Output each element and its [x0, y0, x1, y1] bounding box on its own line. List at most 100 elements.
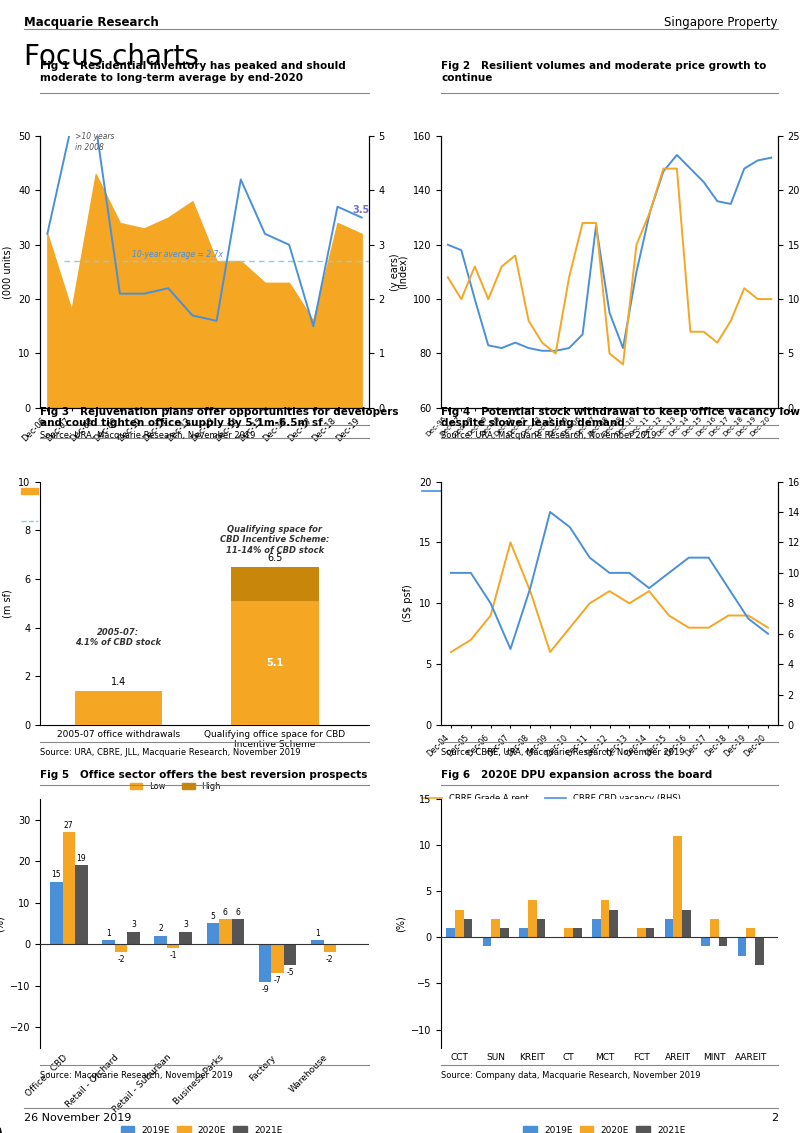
Text: Fig 2   Resilient volumes and moderate price growth to
continue: Fig 2 Resilient volumes and moderate pri… — [441, 61, 767, 83]
Bar — [610, 910, 618, 937]
Bar — [464, 919, 472, 937]
Text: 19: 19 — [76, 854, 86, 862]
Y-axis label: (%): (%) — [395, 915, 406, 931]
Bar — [219, 919, 232, 944]
Bar — [519, 928, 528, 937]
Text: 27: 27 — [64, 820, 74, 829]
Bar — [573, 928, 581, 937]
Bar — [232, 919, 244, 944]
Text: 1: 1 — [106, 929, 111, 937]
Text: 15: 15 — [51, 870, 61, 879]
Text: 2005-07:
4.1% of CBD stock: 2005-07: 4.1% of CBD stock — [75, 628, 161, 647]
Bar — [528, 901, 537, 937]
Text: Fig 5   Office sector offers the best reversion prospects: Fig 5 Office sector offers the best reve… — [40, 769, 367, 780]
Bar — [446, 928, 455, 937]
Text: 3: 3 — [184, 920, 188, 929]
Bar — [683, 910, 691, 937]
Bar — [63, 832, 75, 944]
Text: 10-year average = 2.7x: 10-year average = 2.7x — [132, 249, 223, 258]
Text: 6.5: 6.5 — [267, 553, 282, 563]
Text: Singapore Property: Singapore Property — [664, 16, 778, 29]
Y-axis label: (m sf): (m sf) — [2, 589, 13, 617]
Text: -5: -5 — [286, 968, 294, 977]
Bar — [323, 944, 336, 953]
Bar — [710, 919, 719, 937]
Bar — [646, 928, 654, 937]
Text: >10 years
in 2008: >10 years in 2008 — [75, 133, 115, 152]
Text: Macquarie Research: Macquarie Research — [24, 16, 159, 29]
Y-axis label: (%): (%) — [0, 915, 4, 931]
Text: Source: URA, Macquarie Research, November 2019: Source: URA, Macquarie Research, Novembe… — [40, 431, 256, 440]
Bar — [207, 923, 219, 944]
Bar — [271, 944, 284, 973]
Bar — [500, 928, 508, 937]
Bar — [50, 881, 63, 944]
Text: -9: -9 — [261, 985, 269, 994]
Text: Source: URA, Macquarie Research, November 2019: Source: URA, Macquarie Research, Novembe… — [441, 431, 657, 440]
Y-axis label: (y ears): (y ears) — [391, 253, 400, 291]
Text: 6: 6 — [223, 908, 228, 917]
Text: -7: -7 — [273, 977, 282, 986]
Bar — [128, 931, 140, 944]
Legend: Low, High: Low, High — [127, 778, 224, 794]
Legend: 2019E, 2020E, 2021E: 2019E, 2020E, 2021E — [520, 1122, 689, 1133]
Bar — [180, 931, 192, 944]
Text: 1.4: 1.4 — [111, 678, 126, 688]
Y-axis label: (S$ psf): (S$ psf) — [403, 585, 414, 622]
Y-axis label: (000 units): (000 units) — [2, 245, 13, 299]
Text: 1: 1 — [315, 929, 320, 937]
Bar — [115, 944, 128, 953]
Bar — [102, 940, 115, 944]
Bar — [755, 937, 764, 965]
Bar — [483, 937, 492, 946]
Bar — [259, 944, 271, 981]
Legend: CBRE Grade A rent, CBRE CBD vacancy (RHS): CBRE Grade A rent, CBRE CBD vacancy (RHS… — [419, 791, 684, 807]
Text: 6: 6 — [236, 908, 241, 917]
Bar — [665, 919, 674, 937]
Bar — [592, 919, 601, 937]
Text: Source: CBRE, URA, Macquarie Research, November 2019: Source: CBRE, URA, Macquarie Research, N… — [441, 748, 685, 757]
Text: -1: -1 — [169, 952, 177, 961]
Text: 5: 5 — [210, 912, 215, 921]
Text: 2: 2 — [158, 925, 163, 934]
Text: 2: 2 — [771, 1114, 778, 1123]
Text: Qualifying space for
CBD Incentive Scheme:
11-14% of CBD stock: Qualifying space for CBD Incentive Schem… — [221, 525, 330, 555]
Legend: Unsold units, Inventory to sales (RHS ): Unsold units, Inventory to sales (RHS ) — [18, 483, 237, 499]
Text: Fig 6   2020E DPU expansion across the board: Fig 6 2020E DPU expansion across the boa… — [441, 769, 712, 780]
Bar — [455, 910, 464, 937]
Text: 5.1: 5.1 — [266, 658, 284, 668]
Legend: 2019E, 2020E, 2021E: 2019E, 2020E, 2021E — [117, 1122, 286, 1133]
Bar — [601, 901, 610, 937]
Bar — [719, 937, 727, 946]
Bar — [75, 691, 162, 725]
Text: Focus charts: Focus charts — [24, 43, 199, 70]
Bar — [284, 944, 297, 965]
Bar — [746, 928, 755, 937]
Text: -2: -2 — [117, 955, 125, 964]
Text: Fig 1   Residential inventory has peaked and should
moderate to long-term averag: Fig 1 Residential inventory has peaked a… — [40, 61, 346, 83]
Bar — [167, 944, 180, 948]
Bar — [637, 928, 646, 937]
Text: 3: 3 — [131, 920, 136, 929]
Text: 3.5: 3.5 — [352, 205, 369, 215]
Bar — [155, 936, 167, 944]
Text: Fig 4   Potential stock withdrawal to keep office vacancy low
despite slower lea: Fig 4 Potential stock withdrawal to keep… — [441, 407, 800, 428]
Bar — [564, 928, 573, 937]
Bar — [231, 566, 319, 600]
Bar — [492, 919, 500, 937]
Bar — [75, 866, 87, 944]
Text: Source: URA, CBRE, JLL, Macquarie Research, November 2019: Source: URA, CBRE, JLL, Macquarie Resear… — [40, 748, 301, 757]
Bar — [537, 919, 545, 937]
Text: Source: Company data, Macquarie Research, November 2019: Source: Company data, Macquarie Research… — [441, 1071, 701, 1080]
Legend: URA PPI, New home sales, T4Q (RHS): URA PPI, New home sales, T4Q (RHS) — [419, 483, 647, 499]
Text: -2: -2 — [326, 955, 334, 964]
Bar — [738, 937, 746, 956]
Bar — [674, 836, 683, 937]
Text: Fig 3   Rejuvenation plans offer opportunities for developers
and could tighten : Fig 3 Rejuvenation plans offer opportuni… — [40, 407, 399, 428]
Bar — [231, 600, 319, 725]
Bar — [311, 940, 323, 944]
Y-axis label: (Index): (Index) — [397, 255, 407, 289]
Text: 26 November 2019: 26 November 2019 — [24, 1114, 132, 1123]
Bar — [701, 937, 710, 946]
Text: Source: Macquarie Research, November 2019: Source: Macquarie Research, November 201… — [40, 1071, 233, 1080]
